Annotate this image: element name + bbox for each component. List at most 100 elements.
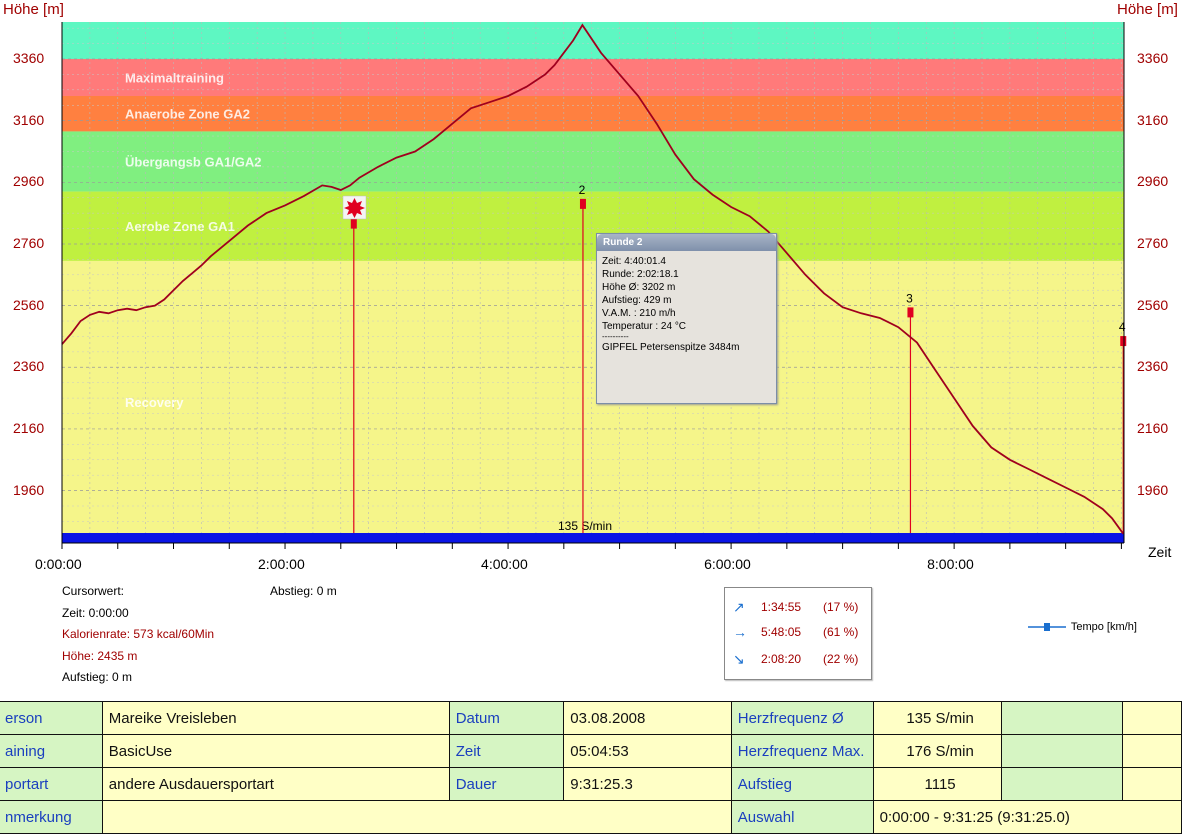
empty-cell bbox=[1000, 734, 1124, 768]
y-tick-label: 2160 bbox=[13, 419, 45, 436]
table-row: portart andere Ausdauersportart Dauer 9:… bbox=[0, 767, 1182, 801]
value-aufstieg: 1115 bbox=[872, 767, 1002, 801]
zone-label: Übergangsb GA1/GA2 bbox=[125, 154, 262, 169]
training-zones: Maximaltraining Anaerobe Zone GA2 Übergang… bbox=[62, 22, 1124, 543]
x-tick-label: 4:00:00 bbox=[481, 556, 528, 572]
y-tick-label: 3360 bbox=[13, 49, 45, 66]
x-tick-label: 8:00:00 bbox=[927, 556, 974, 572]
x-tick-label: 2:00:00 bbox=[258, 556, 305, 572]
empty-cell bbox=[1122, 767, 1182, 801]
y-tick-label: 2760 bbox=[1137, 234, 1169, 251]
elevation-line bbox=[61, 23, 1125, 535]
tooltip-line: Runde: 2:02:18.1 bbox=[602, 269, 679, 280]
tooltip-line: Temperatur : 24 °C bbox=[602, 321, 687, 332]
value-herzfrequenz-avg: 135 S/min bbox=[872, 701, 1002, 735]
lap-marker[interactable] bbox=[579, 198, 586, 209]
slope-percent: (17 %) bbox=[823, 600, 859, 614]
y-tick-label: 3360 bbox=[1137, 49, 1169, 66]
legend[interactable]: Tempo [km/h] bbox=[1028, 620, 1137, 634]
slope-row-up: ↗ 1:34:55 (17 %) bbox=[725, 596, 871, 618]
tooltip-line: Höhe Ø: 3202 m bbox=[602, 282, 676, 293]
label-herzfrequenz-avg: Herzfrequenz Ø bbox=[730, 701, 874, 735]
zone-label: Maximaltraining bbox=[125, 70, 224, 85]
y-tick-label: 3160 bbox=[1137, 111, 1169, 128]
tempo-legend-icon bbox=[1028, 623, 1066, 631]
lap-label: 3 bbox=[906, 291, 913, 305]
tooltip-line: ---------- bbox=[602, 332, 629, 341]
y-tick-label: 2160 bbox=[1137, 419, 1169, 436]
lap-tooltip: Runde 2 Zeit: 4:40:01.4 Runde: 2:02:18.1… bbox=[596, 233, 777, 404]
lap-marker[interactable] bbox=[907, 307, 914, 318]
y-tick-label: 2560 bbox=[1137, 296, 1169, 313]
slope-distribution-box: ↗ 1:34:55 (17 %) → 5:48:05 (61 %) ↘ 2:08… bbox=[724, 587, 872, 680]
y-tick-label: 2560 bbox=[13, 296, 45, 313]
value-dauer[interactable]: 9:31:25.3 bbox=[563, 767, 732, 801]
x-tick-label: 0:00:00 bbox=[35, 556, 82, 572]
y-tick-label: 2760 bbox=[13, 234, 45, 251]
value-training[interactable]: BasicUse bbox=[101, 734, 450, 768]
y-tick-label: 3160 bbox=[13, 111, 45, 128]
value-person[interactable]: Mareike Vreisleben bbox=[101, 701, 450, 735]
empty-cell bbox=[1000, 767, 1124, 801]
slope-time: 1:34:55 bbox=[761, 600, 802, 614]
tooltip-line: GIPFEL Petersenspitze 3484m bbox=[602, 342, 740, 353]
cursor-zeit: Zeit: 0:00:00 bbox=[62, 605, 129, 620]
cursor-info: Cursorwert: Zeit: 0:00:00 Kalorienrate: … bbox=[62, 581, 214, 689]
lap-marker[interactable] bbox=[350, 218, 357, 229]
table-row: aining BasicUse Zeit 05:04:53 Herzfreque… bbox=[0, 734, 1182, 768]
lap-label: 2 bbox=[579, 183, 586, 197]
cursor-title: Cursorwert: bbox=[62, 584, 125, 598]
table-row: nmerkung Auswahl 0:00:00 - 9:31:25 (9:31… bbox=[0, 800, 1183, 834]
cursor-kalorien: Kalorienrate: 573 kcal/60Min bbox=[62, 627, 215, 641]
value-datum[interactable]: 03.08.2008 bbox=[563, 701, 732, 735]
zone-label: Recovery bbox=[125, 395, 184, 410]
label-herzfrequenz-max: Herzfrequenz Max. bbox=[730, 734, 874, 768]
slope-percent: (22 %) bbox=[823, 652, 859, 666]
label-anmerkung: nmerkung bbox=[0, 800, 103, 834]
label-dauer: Dauer bbox=[448, 767, 565, 801]
tooltip-title: Runde 2 bbox=[597, 234, 776, 251]
zone-label: Aerobe Zone GA1 bbox=[125, 219, 235, 234]
y-tick-label: 2360 bbox=[13, 358, 45, 375]
label-aufstieg: Aufstieg bbox=[730, 767, 874, 801]
summit-star-icon[interactable] bbox=[342, 195, 367, 220]
x-axis-ticks bbox=[61, 543, 1122, 549]
lap-markers: 2 3 4 bbox=[350, 183, 1127, 533]
y-tick-label: 1960 bbox=[1137, 481, 1169, 498]
elevation-chart[interactable]: Maximaltraining Anaerobe Zone GA2 Übergang… bbox=[0, 0, 1184, 590]
y-tick-label: 2360 bbox=[1137, 358, 1169, 375]
value-sportart[interactable]: andere Ausdauersportart bbox=[101, 767, 450, 801]
lap-label: 4 bbox=[1119, 320, 1126, 334]
summary-table: erson Mareike Vreisleben Datum 03.08.200… bbox=[0, 701, 1183, 834]
y-tick-label: 2960 bbox=[1137, 173, 1169, 190]
empty-cell bbox=[1000, 701, 1124, 735]
empty-cell bbox=[1122, 734, 1182, 768]
value-zeit[interactable]: 05:04:53 bbox=[563, 734, 732, 768]
y-tick-label: 2960 bbox=[13, 173, 45, 190]
y-axis-title-left: Höhe [m] bbox=[3, 1, 64, 18]
tooltip-line: V.A.M. : 210 m/h bbox=[602, 308, 676, 319]
lap-marker[interactable] bbox=[1120, 336, 1127, 347]
y-tick-label: 1960 bbox=[13, 481, 45, 498]
cursor-abstieg: Abstieg: 0 m bbox=[270, 584, 337, 598]
chart-grid bbox=[62, 22, 1124, 543]
slope-row-flat: → 5:48:05 (61 %) bbox=[725, 621, 871, 643]
value-anmerkung[interactable] bbox=[101, 800, 732, 834]
cursor-aufstieg: Aufstieg: 0 m bbox=[62, 670, 133, 684]
label-auswahl: Auswahl bbox=[730, 800, 874, 834]
value-herzfrequenz-max: 176 S/min bbox=[872, 734, 1002, 768]
zone-band bbox=[62, 191, 1124, 261]
x-tick-label: 6:00:00 bbox=[704, 556, 751, 572]
legend-label: Tempo [km/h] bbox=[1070, 620, 1137, 633]
value-auswahl: 0:00:00 - 9:31:25 (9:31:25.0) bbox=[872, 800, 1183, 834]
arrow-up-right-icon: ↗ bbox=[733, 599, 745, 615]
zone-band bbox=[62, 131, 1124, 192]
y-axis-title-right: Höhe [m] bbox=[1117, 1, 1178, 18]
x-axis-title: Zeit bbox=[1148, 544, 1172, 560]
arrow-down-right-icon: ↘ bbox=[733, 651, 745, 667]
baseline-annotation: 135 S/min bbox=[558, 519, 612, 533]
cursor-hoehe: Höhe: 2435 m bbox=[62, 648, 138, 663]
slope-row-down: ↘ 2:08:20 (22 %) bbox=[725, 648, 871, 670]
label-zeit: Zeit bbox=[448, 734, 565, 768]
empty-cell bbox=[1122, 701, 1182, 735]
